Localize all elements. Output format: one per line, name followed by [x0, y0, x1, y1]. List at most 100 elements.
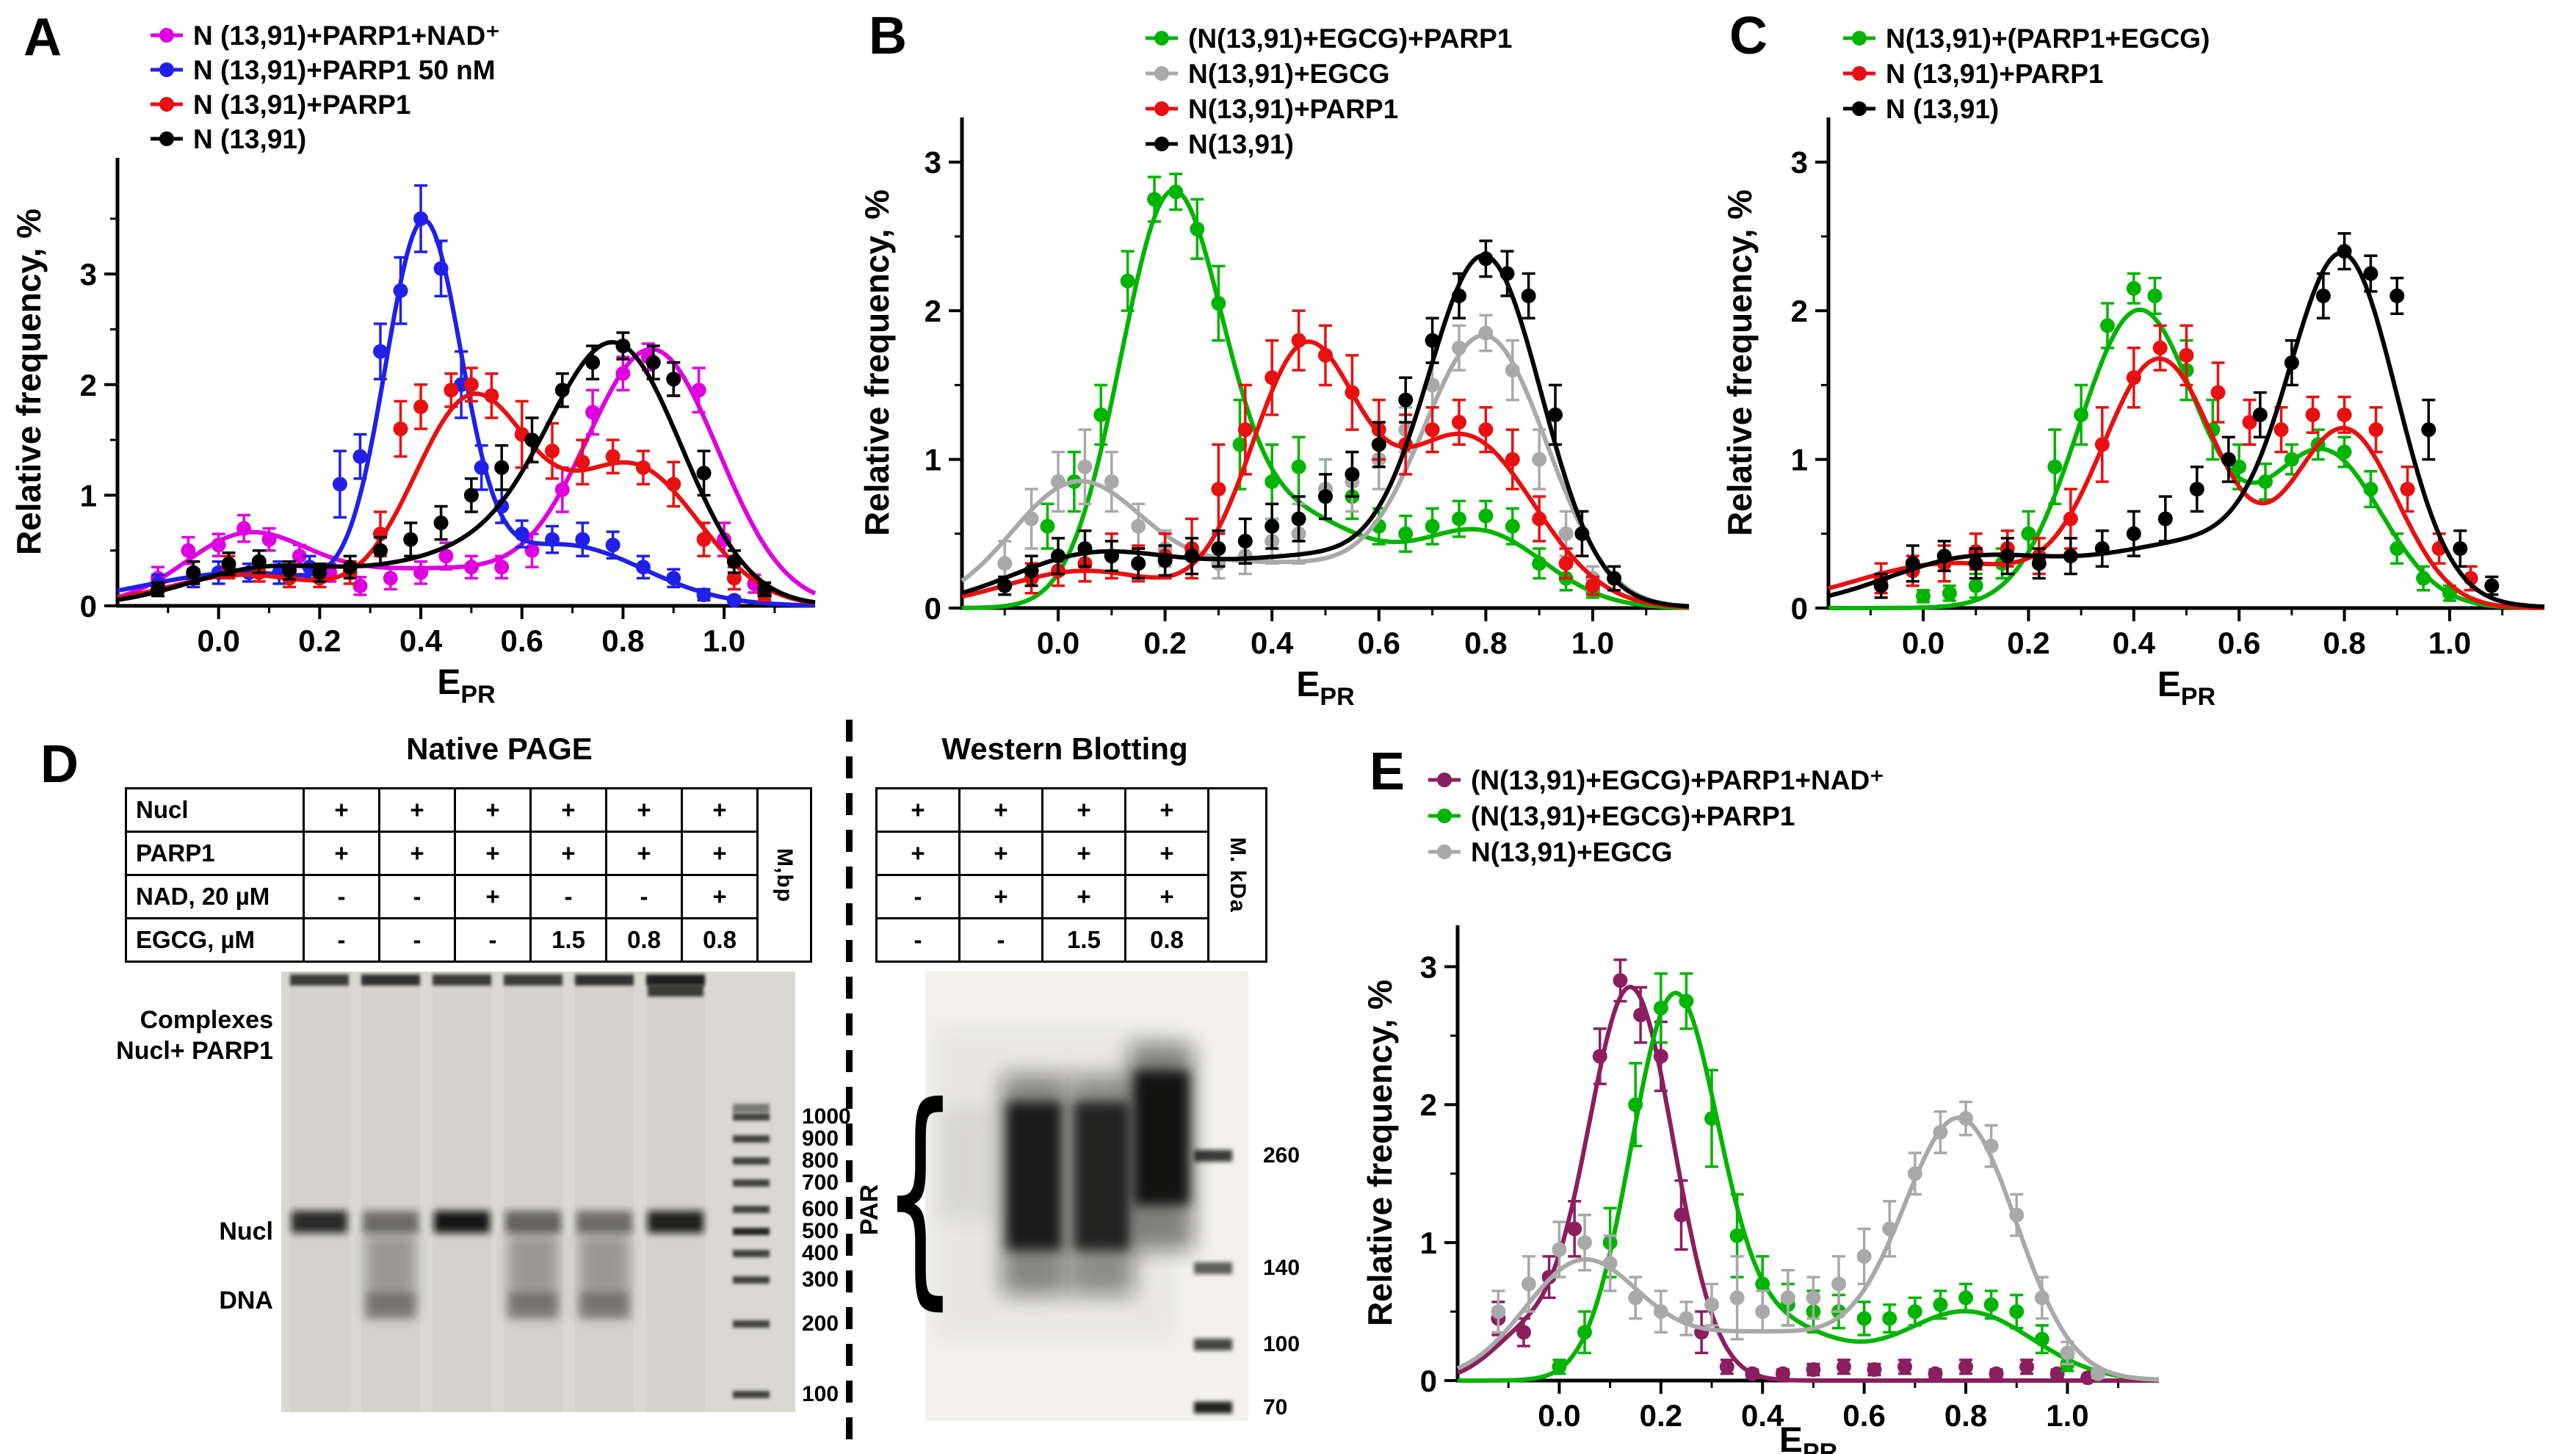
data-point — [292, 549, 307, 564]
condition-cell: + — [681, 874, 759, 919]
data-point — [2047, 459, 2063, 474]
data-point — [1574, 526, 1590, 541]
bp-marker-label-400: 400 — [802, 1241, 839, 1265]
data-point — [1958, 1359, 1974, 1375]
legend-label: N(13,91)+EGCG — [1471, 837, 1673, 867]
data-point — [1882, 1221, 1897, 1237]
condition-cell: + — [1041, 831, 1126, 876]
data-point — [666, 571, 681, 586]
data-point — [1291, 511, 1306, 527]
y-tick-label: 0 — [1420, 1364, 1437, 1398]
x-tick-label: 0.6 — [501, 623, 543, 658]
data-point — [726, 571, 742, 586]
y-axis-label: Relative frequency, % — [1361, 980, 1399, 1326]
legend-marker — [1154, 31, 1169, 46]
fit-curve — [117, 340, 816, 605]
data-point — [2063, 549, 2078, 564]
data-point — [261, 532, 277, 547]
x-axis-label: EPR — [437, 663, 495, 709]
data-point — [1051, 549, 1066, 564]
western-conditions-table: + + + + M. kDa + + + + - + + + - -1.5 0.8 — [875, 787, 1267, 963]
data-point — [2034, 1331, 2049, 1347]
x-tick-label: 0.8 — [1464, 626, 1507, 660]
bp-marker-label-900: 900 — [802, 1126, 839, 1151]
kda-marker-label-140: 140 — [1263, 1255, 1300, 1280]
condition-cell: + — [681, 831, 759, 876]
data-point — [1478, 508, 1494, 524]
y-tick-label: 1 — [1791, 443, 1808, 477]
data-point — [433, 516, 449, 531]
condition-cell: - — [958, 917, 1043, 963]
data-point — [413, 565, 429, 580]
data-point — [2152, 340, 2168, 355]
legend-label: N(13,91)+PARP1 — [1188, 94, 1398, 124]
panel-c: C 0.0 0.2 0.4 0.6 0.8 1.0 0 1 2 3 Relative frequen… — [1718, 0, 2576, 712]
nativeTbl-table: Nucl + + + + + + M,bp PARP1 + + + + + + NAD, 20 µM - - + - -… — [125, 787, 812, 963]
series-A-3-black — [117, 331, 816, 605]
y-tick-label: 2 — [80, 368, 97, 402]
data-point — [1291, 333, 1306, 348]
data-point — [1131, 518, 1146, 534]
panel-b-label: B — [869, 7, 907, 65]
data-point — [2034, 1290, 2049, 1306]
native-conditions-table: Nucl + + + + + + M,bp PARP1 + + + + + + NAD, 20 µM - - + - -… — [125, 787, 812, 963]
panel-b: B 0.0 0.2 0.4 0.6 0.8 1.0 0 1 2 3 Relative frequen… — [855, 0, 1711, 712]
condition-cell: 0.8 — [605, 917, 683, 963]
data-point — [1989, 1366, 2004, 1381]
data-point — [1184, 549, 1200, 564]
x-axis-label: EPR — [2157, 665, 2215, 711]
data-point — [2484, 578, 2500, 593]
data-point — [1558, 556, 1574, 571]
data-point — [1704, 1111, 1720, 1126]
series-B-1-gray — [960, 314, 1690, 609]
data-point — [2074, 407, 2089, 422]
condition-cell: + — [1041, 787, 1126, 833]
panel-a: A 0.0 0.2 0.4 0.6 0.8 1.0 0 1 2 3 Relative frequen… — [7, 0, 852, 712]
condition-cell: + — [454, 874, 532, 919]
data-point — [1478, 325, 1494, 341]
data-point — [2421, 422, 2436, 438]
complexes-band-label-line2: Nucl+ PARP1 — [116, 1037, 273, 1065]
data-point — [1505, 452, 1520, 467]
legend-label: (N(13,91)+EGCG)+PARP1 — [1471, 801, 1795, 831]
data-point — [1928, 1366, 1943, 1381]
data-point — [2063, 511, 2078, 527]
data-point — [1077, 459, 1093, 474]
data-point — [757, 582, 773, 597]
data-point — [1371, 437, 1386, 452]
data-point — [1745, 1366, 1760, 1381]
condition-cell: + — [1041, 874, 1126, 919]
data-point — [545, 532, 560, 547]
fit-curve — [1458, 991, 2160, 1383]
data-point — [1907, 1166, 1922, 1182]
data-point — [484, 388, 499, 403]
data-point — [1211, 296, 1226, 311]
x-tick-label: 0.8 — [2323, 626, 2365, 660]
data-point — [1856, 1248, 1872, 1264]
data-point — [352, 578, 368, 593]
data-point — [2389, 288, 2405, 303]
data-point — [342, 560, 358, 575]
condition-cell: + — [378, 787, 456, 833]
data-point — [545, 444, 560, 459]
data-point — [1168, 184, 1184, 200]
series-C-0-green — [1828, 272, 2545, 610]
data-point — [1211, 482, 1226, 497]
data-point — [1398, 526, 1414, 541]
legend-label: N (13,91)+PARP1 — [1886, 59, 2103, 89]
bp-marker-label-1000: 1000 — [802, 1104, 851, 1129]
legend-label: N (13,91) — [1886, 94, 1999, 124]
panel-d: D Native PAGE Western Blotting Nucl + + + + +… — [15, 720, 1351, 1454]
data-point — [554, 482, 570, 497]
data-point — [1836, 1359, 1851, 1375]
condition-cell: + — [1124, 831, 1209, 876]
par-label: PAR — [855, 1184, 884, 1236]
kda-marker-label-100: 100 — [1263, 1331, 1300, 1356]
x-tick-label: 0.4 — [1741, 1398, 1784, 1433]
data-point — [2400, 482, 2415, 497]
legend-label: N(13,91)+(PARP1+EGCG) — [1886, 23, 2210, 54]
data-point — [221, 556, 236, 571]
native-page-title: Native PAGE — [406, 731, 593, 766]
data-point — [575, 455, 590, 470]
